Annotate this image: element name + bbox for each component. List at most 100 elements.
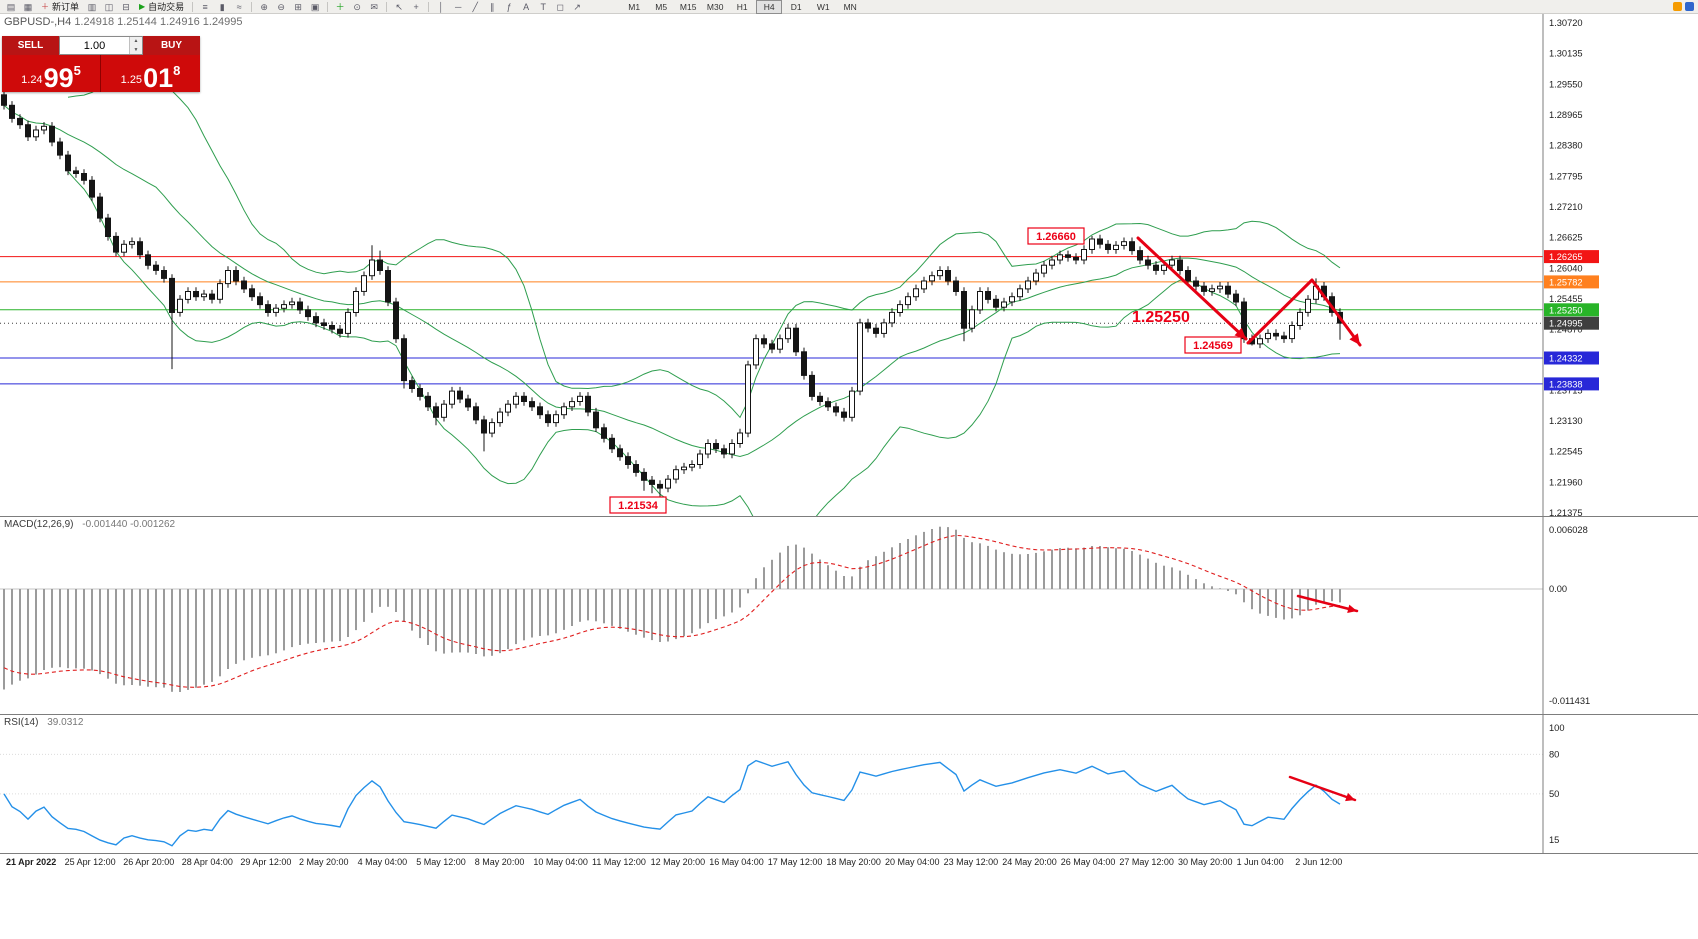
- add-indicator-icon[interactable]: ＋: [335, 1, 345, 12]
- svg-text:1.24995: 1.24995: [1549, 319, 1583, 329]
- text-icon[interactable]: A: [523, 1, 530, 12]
- line-chart-icon[interactable]: ≈: [236, 1, 242, 12]
- timeframe-h1-button[interactable]: H1: [736, 1, 748, 12]
- autotrading-button[interactable]: ▶ 自动交易: [135, 0, 188, 13]
- svg-text:1.24569: 1.24569: [1193, 340, 1233, 352]
- rsi-value: 39.0312: [47, 717, 84, 728]
- templates-icon[interactable]: ✉: [370, 1, 378, 12]
- timeframe-m30-button[interactable]: M30: [706, 1, 724, 12]
- macd-values: -0.001440 -0.001262: [82, 519, 176, 530]
- svg-text:1.30135: 1.30135: [1549, 49, 1583, 59]
- macd-indicator-chart[interactable]: 0.006028 0.00 -0.011431: [0, 517, 1698, 714]
- zoom-out-icon[interactable]: ⊖: [277, 1, 285, 12]
- sell-price-pip: 5: [73, 63, 81, 78]
- shapes-icon[interactable]: ◻: [556, 1, 564, 12]
- svg-text:1.24332: 1.24332: [1549, 353, 1583, 363]
- timeframe-m1-button[interactable]: M1: [628, 1, 641, 12]
- candles-layer: [1, 90, 1343, 505]
- svg-text:1.23838: 1.23838: [1549, 379, 1583, 389]
- buy-button[interactable]: BUY: [143, 36, 200, 55]
- vertical-line-icon[interactable]: │: [438, 1, 444, 12]
- sell-button[interactable]: SELL: [2, 36, 59, 55]
- toolbar-separator: [386, 1, 388, 12]
- price-chart[interactable]: 1.26660 1.25250 1.24569 1.21534 1.30720 1.301…: [0, 14, 1698, 516]
- toolbar-separator: [327, 1, 329, 12]
- rsi-line: [3, 759, 1341, 847]
- horizontal-line-icon[interactable]: ─: [454, 1, 462, 12]
- price-axis: 1.30720 1.30135 1.29550 1.28965 1.28380 1.277…: [1542, 14, 1599, 516]
- timeframe-w1-button[interactable]: W1: [816, 1, 830, 12]
- svg-text:1.28380: 1.28380: [1549, 141, 1583, 151]
- svg-text:80: 80: [1549, 749, 1559, 759]
- buy-price-prefix: 1.25: [120, 74, 143, 86]
- new-order-icon: ＋: [41, 2, 49, 11]
- time-label: 21 Apr 2022: [6, 857, 57, 867]
- cursor-icon[interactable]: ↖: [395, 1, 403, 12]
- svg-text:1.29550: 1.29550: [1549, 79, 1583, 89]
- chart-profiles-icon[interactable]: ▦: [23, 1, 33, 12]
- new-chart-icon[interactable]: ▤: [6, 1, 16, 12]
- time-label: 17 May 12:00: [767, 857, 823, 867]
- svg-text:1.26265: 1.26265: [1549, 252, 1583, 262]
- macd-histogram: [3, 526, 1341, 692]
- toolbar-icon-strip: ▤ ▦ ＋新订单 ▥ ◫ ⊟ ▶ 自动交易 ≡ ▮ ≈ ⊕ ⊖ ⊞ ▣ ＋ ⊙ ✉ ↖ + │ ─ ╱ ∥ ƒ A T ◻ ↗: [3, 0, 585, 13]
- rsi-label: RSI(14): [4, 717, 39, 728]
- bar-chart-icon[interactable]: ≡: [202, 1, 208, 12]
- annotations-layer: 1.26660 1.25250 1.24569 1.21534: [609, 227, 1362, 514]
- timeframe-m15-button[interactable]: M15: [679, 1, 697, 12]
- macd-indicator-panel: MACD(12,26,9) -0.001440 -0.001262 0.0060…: [0, 516, 1698, 714]
- svg-text:0.006028: 0.006028: [1549, 525, 1588, 535]
- svg-text:-0.011431: -0.011431: [1549, 696, 1590, 706]
- market-watch-icon[interactable]: ▥: [87, 1, 97, 12]
- price-chart-panel: GBPUSD-,H4 1.24918 1.25144 1.24916 1.249…: [0, 14, 1698, 516]
- label-icon[interactable]: T: [540, 1, 546, 12]
- time-label: 20 May 04:00: [885, 857, 940, 867]
- sell-price-button[interactable]: 1.24 99 5: [2, 55, 101, 92]
- macd-signal-line: [3, 534, 1341, 688]
- svg-text:1.28965: 1.28965: [1549, 110, 1583, 120]
- toolbar-button-label: 自动交易: [148, 2, 185, 12]
- cascade-windows-icon[interactable]: ▣: [310, 1, 320, 12]
- time-label: 8 May 20:00: [474, 857, 525, 867]
- trendline-icon[interactable]: ╱: [472, 1, 478, 12]
- fibonacci-icon[interactable]: ƒ: [506, 1, 512, 12]
- svg-text:1.25250: 1.25250: [1549, 305, 1583, 315]
- zoom-in-icon[interactable]: ⊕: [260, 1, 268, 12]
- svg-text:100: 100: [1549, 723, 1565, 733]
- timeframe-h4-button[interactable]: H4: [756, 0, 783, 14]
- rsi-title: RSI(14) 39.0312: [4, 717, 83, 728]
- time-axis[interactable]: 21 Apr 2022 25 Apr 12:00 26 Apr 20:00 28 Ap…: [0, 853, 1698, 874]
- timeframe-mn-button[interactable]: MN: [843, 1, 857, 12]
- tile-windows-icon[interactable]: ⊞: [294, 1, 302, 12]
- timeframe-m5-button[interactable]: M5: [655, 1, 668, 12]
- level-lines-layer: [0, 256, 1543, 385]
- time-label: 28 Apr 04:00: [181, 857, 233, 867]
- time-label: 26 May 04:00: [1060, 857, 1116, 867]
- history-data-status: [1673, 2, 1682, 11]
- candlestick-chart-icon[interactable]: ▮: [219, 1, 225, 12]
- sell-price-big-digits: 99: [43, 62, 74, 93]
- rsi-indicator-chart[interactable]: 100 80 50 15: [0, 715, 1698, 853]
- time-label: 26 Apr 20:00: [123, 857, 175, 867]
- volume-decrease-button[interactable]: ▼: [130, 45, 142, 54]
- navigator-icon[interactable]: ⊟: [122, 1, 130, 12]
- timeframe-d1-button[interactable]: D1: [790, 1, 802, 12]
- time-label: 27 May 12:00: [1119, 857, 1174, 867]
- svg-text:1.27210: 1.27210: [1549, 202, 1583, 212]
- time-label: 16 May 04:00: [709, 857, 764, 867]
- volume-increase-button[interactable]: ▲: [130, 37, 142, 46]
- period-clock-icon[interactable]: ⊙: [353, 1, 361, 12]
- toolbar-separator: [192, 1, 194, 12]
- time-label: 24 May 20:00: [1002, 857, 1057, 867]
- buy-price-big-digits: 01: [143, 62, 174, 93]
- new-order-button[interactable]: ＋新订单: [37, 0, 83, 13]
- arrow-tool-icon[interactable]: ↗: [573, 1, 581, 12]
- rsi-axis: 100 80 50 15: [1542, 715, 1565, 853]
- svg-text:1.25250: 1.25250: [1132, 309, 1190, 326]
- data-window-icon[interactable]: ◫: [104, 1, 114, 12]
- buy-price-button[interactable]: 1.25 01 8: [101, 55, 200, 92]
- macd-axis: 0.006028 0.00 -0.011431: [1542, 517, 1590, 714]
- crosshair-icon[interactable]: +: [413, 1, 419, 12]
- volume-input[interactable]: [60, 37, 129, 54]
- channel-icon[interactable]: ∥: [489, 1, 495, 12]
